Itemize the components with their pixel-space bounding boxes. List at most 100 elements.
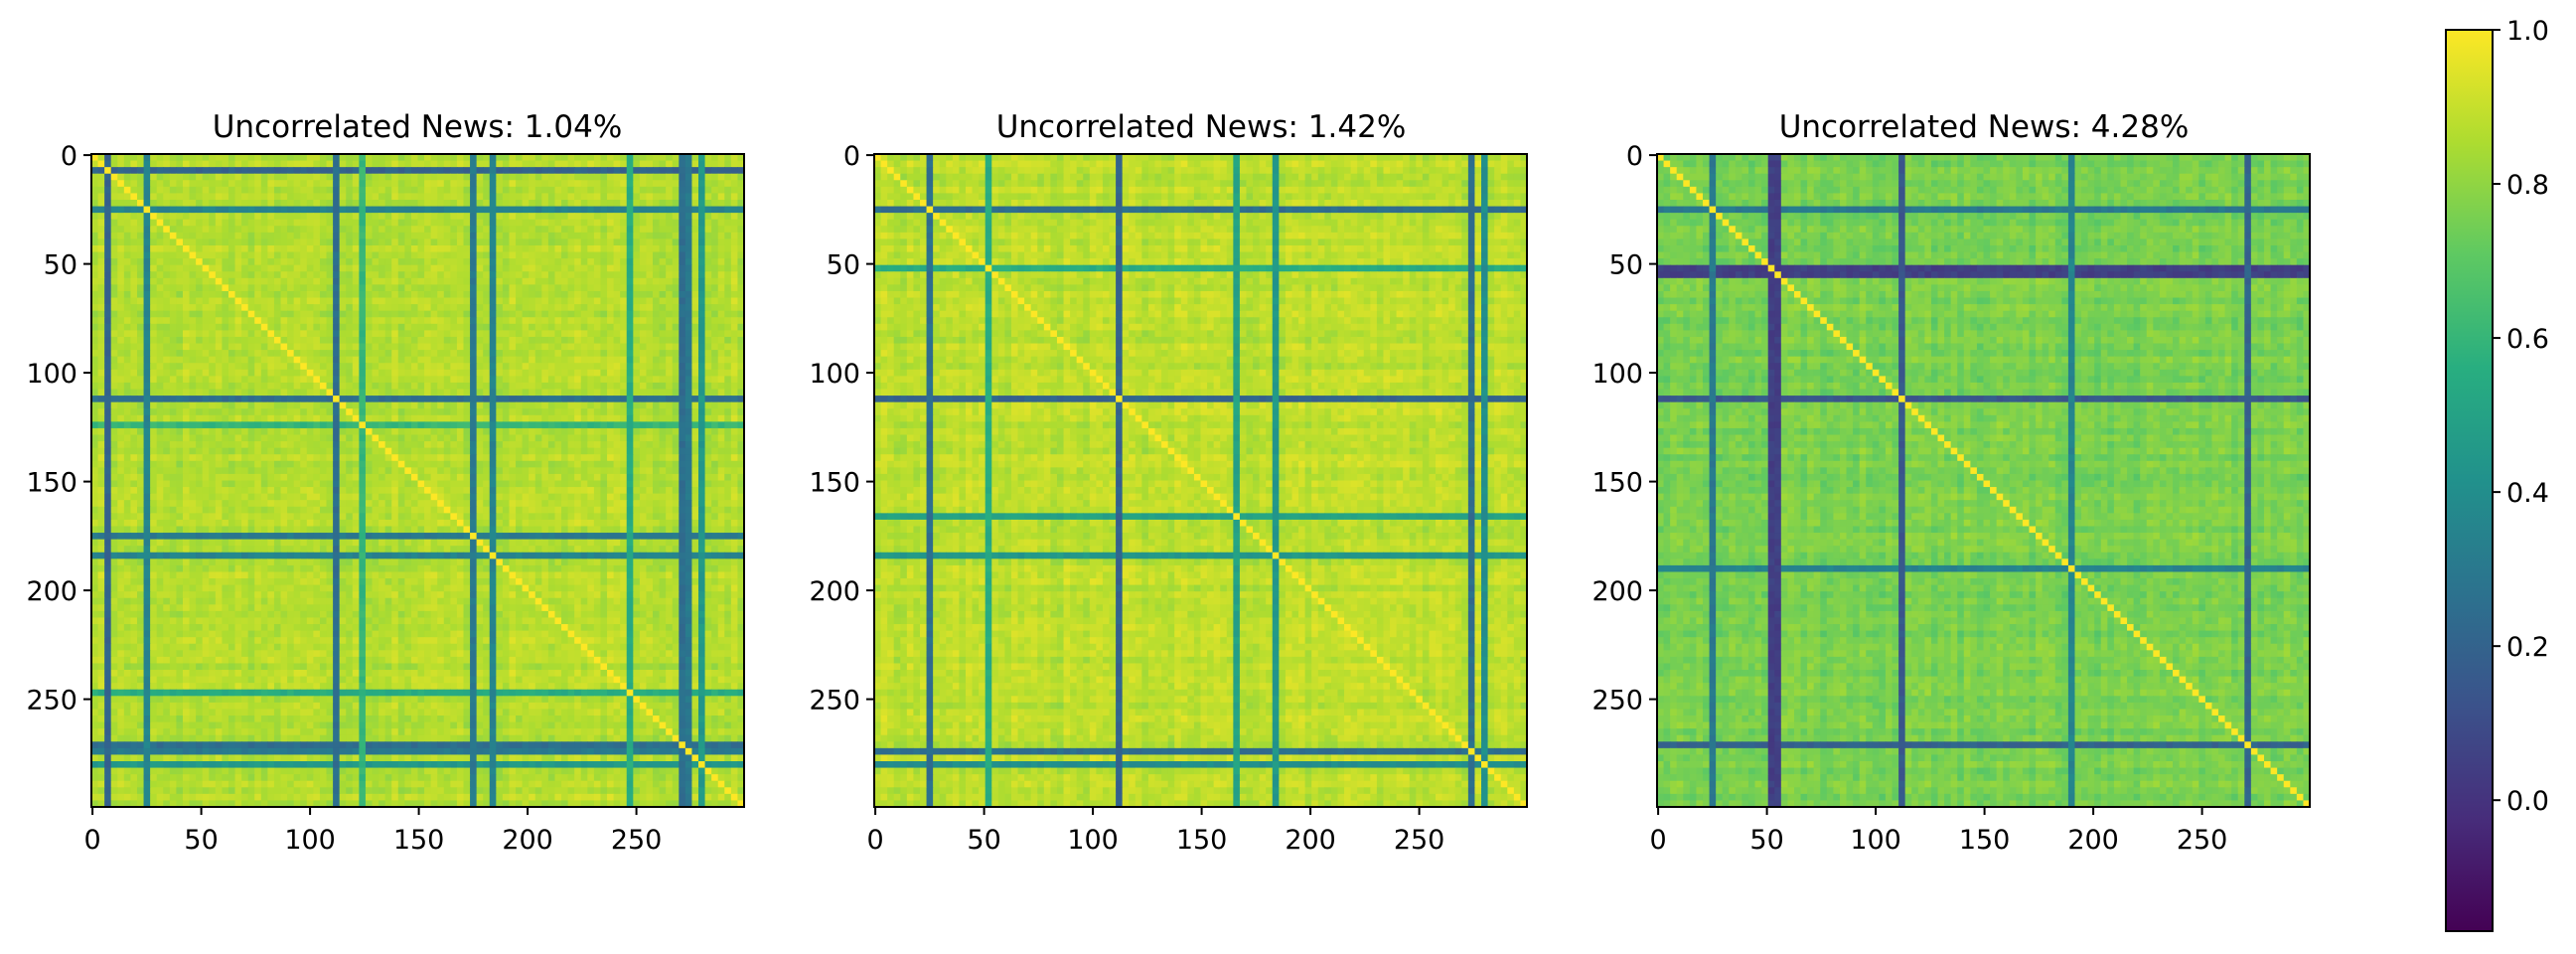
heatmap-cell bbox=[685, 233, 692, 239]
heatmap-cell bbox=[633, 154, 640, 161]
heatmap-cell bbox=[646, 265, 653, 272]
heatmap-cell bbox=[150, 298, 157, 305]
heatmap-cell bbox=[346, 402, 353, 409]
heatmap-cell bbox=[548, 167, 555, 174]
heatmap-cell bbox=[117, 193, 124, 200]
heatmap-cell bbox=[340, 154, 347, 161]
heatmap-cell bbox=[535, 454, 542, 461]
heatmap-cell bbox=[209, 441, 216, 448]
heatmap-cell bbox=[705, 226, 712, 233]
heatmap-cell bbox=[91, 161, 98, 168]
heatmap-cell bbox=[235, 390, 242, 397]
heatmap-cell bbox=[731, 258, 738, 265]
heatmap-cell bbox=[130, 252, 137, 259]
heatmap-cell bbox=[450, 265, 457, 272]
heatmap-cell bbox=[346, 304, 353, 311]
heatmap-cell bbox=[254, 408, 261, 415]
heatmap-cell bbox=[614, 454, 621, 461]
heatmap-cell bbox=[503, 421, 510, 428]
heatmap-cell bbox=[98, 390, 105, 397]
heatmap-cell bbox=[274, 324, 281, 331]
heatmap-cell bbox=[457, 324, 464, 331]
heatmap-cell bbox=[679, 350, 685, 357]
heatmap-cell bbox=[529, 337, 535, 344]
heatmap-cell bbox=[614, 154, 621, 161]
heatmap-cell bbox=[574, 258, 581, 265]
heatmap-cell bbox=[163, 258, 170, 265]
heatmap-cell bbox=[581, 311, 588, 318]
heatmap-cell bbox=[300, 421, 307, 428]
heatmap-cell bbox=[196, 233, 203, 239]
heatmap-cell bbox=[574, 415, 581, 422]
heatmap-cell bbox=[705, 474, 712, 481]
heatmap-cell bbox=[294, 258, 301, 265]
heatmap-cell bbox=[216, 441, 223, 448]
heatmap-cell bbox=[216, 271, 223, 278]
heatmap-cell bbox=[529, 344, 535, 351]
heatmap-cell bbox=[294, 357, 301, 364]
heatmap-cell bbox=[496, 252, 503, 259]
heatmap-cell bbox=[633, 278, 640, 285]
heatmap-cell bbox=[483, 245, 490, 252]
heatmap-cell bbox=[176, 376, 183, 383]
heatmap-cell bbox=[248, 193, 255, 200]
heatmap-cell bbox=[353, 337, 360, 344]
heatmap-cell bbox=[157, 271, 164, 278]
heatmap-cell bbox=[196, 350, 203, 357]
heatmap-cell bbox=[463, 265, 470, 272]
heatmap-cell bbox=[144, 167, 151, 174]
heatmap-cell bbox=[104, 350, 111, 357]
heatmap-cell bbox=[490, 467, 497, 474]
heatmap-cell bbox=[346, 415, 353, 422]
heatmap-cell bbox=[496, 187, 503, 194]
heatmap-cell bbox=[523, 258, 530, 265]
heatmap-cell bbox=[731, 278, 738, 285]
heatmap-cell bbox=[137, 265, 144, 272]
heatmap-cell bbox=[607, 167, 614, 174]
heatmap-cell bbox=[385, 200, 392, 207]
heatmap-cell bbox=[385, 474, 392, 481]
heatmap-cell bbox=[418, 245, 425, 252]
heatmap-cell bbox=[548, 278, 555, 285]
heatmap-cell bbox=[574, 376, 581, 383]
heatmap-cell bbox=[209, 324, 216, 331]
heatmap-cell bbox=[424, 213, 431, 220]
heatmap-cell bbox=[541, 415, 548, 422]
heatmap-cell bbox=[130, 154, 137, 161]
heatmap-cell bbox=[241, 344, 248, 351]
heatmap-cell bbox=[444, 284, 451, 291]
heatmap-cell bbox=[353, 291, 360, 298]
heatmap-cell bbox=[150, 213, 157, 220]
heatmap-cell bbox=[587, 291, 594, 298]
heatmap-cell bbox=[183, 167, 190, 174]
heatmap-cell bbox=[340, 376, 347, 383]
heatmap-cell bbox=[130, 415, 137, 422]
heatmap-cell bbox=[353, 265, 360, 272]
heatmap-cell bbox=[431, 193, 438, 200]
heatmap-cell bbox=[346, 396, 353, 402]
heatmap-cell bbox=[228, 284, 235, 291]
heatmap-cell bbox=[496, 402, 503, 409]
heatmap-cell bbox=[91, 200, 98, 207]
heatmap-cell bbox=[685, 415, 692, 422]
heatmap-cell bbox=[124, 337, 131, 344]
heatmap-cell bbox=[698, 207, 705, 214]
heatmap-cell bbox=[307, 252, 314, 259]
heatmap-cell bbox=[463, 200, 470, 207]
heatmap-cell bbox=[516, 448, 523, 455]
heatmap-cell bbox=[431, 180, 438, 187]
heatmap-cell bbox=[450, 383, 457, 390]
heatmap-cell bbox=[300, 317, 307, 324]
heatmap-cell bbox=[327, 330, 334, 337]
heatmap-cell bbox=[111, 220, 118, 227]
heatmap-cell bbox=[130, 180, 137, 187]
heatmap-cell bbox=[190, 187, 197, 194]
heatmap-cell bbox=[170, 174, 177, 181]
heatmap-cell bbox=[124, 291, 131, 298]
heatmap-cell bbox=[463, 311, 470, 318]
heatmap-cell bbox=[574, 435, 581, 442]
heatmap-cell bbox=[587, 167, 594, 174]
heatmap-cell bbox=[568, 252, 575, 259]
heatmap-cell bbox=[698, 291, 705, 298]
heatmap-cell bbox=[561, 454, 568, 461]
